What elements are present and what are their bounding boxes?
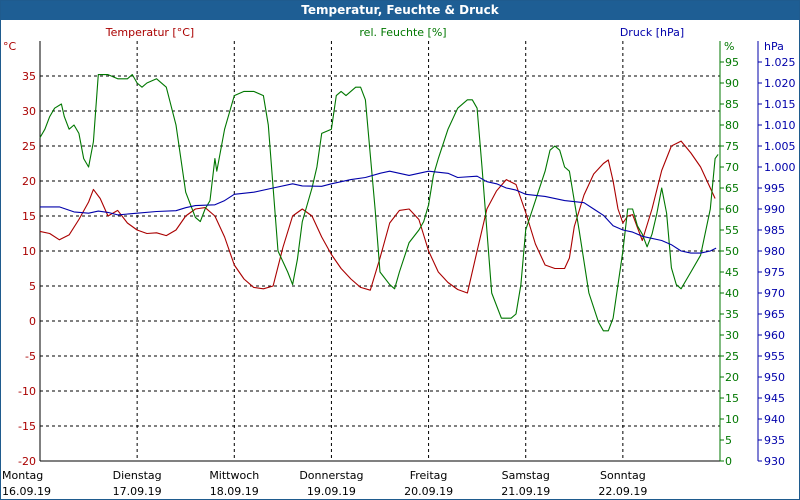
humidity-tick-label: 80 bbox=[725, 119, 739, 132]
temperature-tick-label: -15 bbox=[18, 420, 36, 433]
pressure-tick-label: 970 bbox=[764, 287, 785, 300]
x-axis-date-label: 18.09.19 bbox=[210, 485, 259, 498]
temperature-tick-label: 30 bbox=[22, 105, 36, 118]
pressure-series-line bbox=[40, 170, 717, 254]
humidity-tick-label: 5 bbox=[725, 434, 732, 447]
pressure-tick-label: 965 bbox=[764, 308, 785, 321]
pressure-tick-label: 1.005 bbox=[764, 140, 796, 153]
humidity-tick-label: 40 bbox=[725, 287, 739, 300]
temperature-tick-label: -5 bbox=[25, 350, 36, 363]
pressure-tick-label: 990 bbox=[764, 203, 785, 216]
temperature-tick-label: -20 bbox=[18, 455, 36, 468]
x-axis-day-label: Donnerstag bbox=[299, 469, 363, 482]
pressure-unit-label: hPa bbox=[764, 40, 784, 53]
pressure-tick-label: 975 bbox=[764, 266, 785, 279]
chart-title: Temperatur, Feuchte & Druck bbox=[1, 1, 799, 20]
pressure-tick-label: 1.020 bbox=[764, 77, 796, 90]
series-layer bbox=[39, 74, 719, 332]
pressure-tick-label: 1.015 bbox=[764, 98, 796, 111]
humidity-tick-label: 70 bbox=[725, 161, 739, 174]
humidity-tick-label: 15 bbox=[725, 392, 739, 405]
humidity-tick-label: 45 bbox=[725, 266, 739, 279]
temperature-tick-label: 5 bbox=[29, 280, 36, 293]
temperature-series-line bbox=[39, 140, 716, 294]
pressure-tick-label: 955 bbox=[764, 350, 785, 363]
pressure-tick-label: 945 bbox=[764, 392, 785, 405]
temperature-tick-label: 25 bbox=[22, 140, 36, 153]
x-axis-day-label: Samstag bbox=[502, 469, 550, 482]
pressure-axis-ticks: 1.025 1.020 1.015 1.010 1.005 1.000 995 990 985 9… bbox=[758, 56, 796, 468]
pressure-tick-label: 980 bbox=[764, 245, 785, 258]
pressure-tick-label: 1.010 bbox=[764, 119, 796, 132]
temperature-tick-label: -10 bbox=[18, 385, 36, 398]
humidity-tick-label: 0 bbox=[725, 455, 732, 468]
humidity-tick-label: 95 bbox=[725, 56, 739, 69]
pressure-tick-label: 940 bbox=[764, 413, 785, 426]
pressure-tick-label: 1.025 bbox=[764, 56, 796, 69]
pressure-tick-label: 960 bbox=[764, 329, 785, 342]
humidity-tick-label: 75 bbox=[725, 140, 739, 153]
humidity-tick-label: 55 bbox=[725, 224, 739, 237]
temperature-unit-label: °C bbox=[3, 40, 17, 53]
pressure-tick-label: 950 bbox=[764, 371, 785, 384]
pressure-tick-label: 985 bbox=[764, 224, 785, 237]
temperature-axis-label: Temperatur [°C] bbox=[105, 26, 194, 39]
humidity-tick-label: 30 bbox=[725, 329, 739, 342]
x-axis-date-label: 22.09.19 bbox=[598, 485, 647, 498]
temperature-tick-label: 35 bbox=[22, 70, 36, 83]
humidity-tick-label: 65 bbox=[725, 182, 739, 195]
x-axis-day-label: Sonntag bbox=[600, 469, 646, 482]
x-axis-day-label: Dienstag bbox=[113, 469, 162, 482]
humidity-unit-label: % bbox=[724, 40, 734, 53]
humidity-tick-label: 50 bbox=[725, 245, 739, 258]
pressure-axis-label: Druck [hPa] bbox=[620, 26, 684, 39]
x-axis-labels: Montag 16.09.19 Dienstag 17.09.19 Mittwoch 18… bbox=[2, 469, 647, 498]
x-axis-day-label: Montag bbox=[2, 469, 43, 482]
temperature-tick-label: 10 bbox=[22, 245, 36, 258]
plot-frame bbox=[39, 41, 759, 462]
x-axis-date-label: 21.09.19 bbox=[501, 485, 550, 498]
x-axis-date-label: 16.09.19 bbox=[2, 485, 51, 498]
temperature-tick-label: 0 bbox=[29, 315, 36, 328]
humidity-tick-label: 90 bbox=[725, 77, 739, 90]
x-axis-date-label: 19.09.19 bbox=[307, 485, 356, 498]
x-axis-date-label: 20.09.19 bbox=[404, 485, 453, 498]
pressure-tick-label: 935 bbox=[764, 434, 785, 447]
humidity-tick-label: 35 bbox=[725, 308, 739, 321]
grid-lines bbox=[40, 41, 720, 461]
pressure-tick-label: 1.000 bbox=[764, 161, 796, 174]
x-axis-date-label: 17.09.19 bbox=[113, 485, 162, 498]
x-axis-day-label: Mittwoch bbox=[209, 469, 259, 482]
temperature-tick-label: 20 bbox=[22, 175, 36, 188]
x-axis-day-label: Freitag bbox=[410, 469, 448, 482]
pressure-tick-label: 995 bbox=[764, 182, 785, 195]
humidity-tick-label: 85 bbox=[725, 98, 739, 111]
temperature-axis-ticks: 35 30 25 20 15 10 5 0 -5 -10 -15 -20 bbox=[18, 70, 36, 468]
humidity-tick-label: 10 bbox=[725, 413, 739, 426]
humidity-tick-label: 20 bbox=[725, 371, 739, 384]
humidity-tick-label: 60 bbox=[725, 203, 739, 216]
temperature-tick-label: 15 bbox=[22, 210, 36, 223]
humidity-tick-label: 25 bbox=[725, 350, 739, 363]
pressure-tick-label: 930 bbox=[764, 455, 785, 468]
humidity-axis-label: rel. Feuchte [%] bbox=[359, 26, 446, 39]
